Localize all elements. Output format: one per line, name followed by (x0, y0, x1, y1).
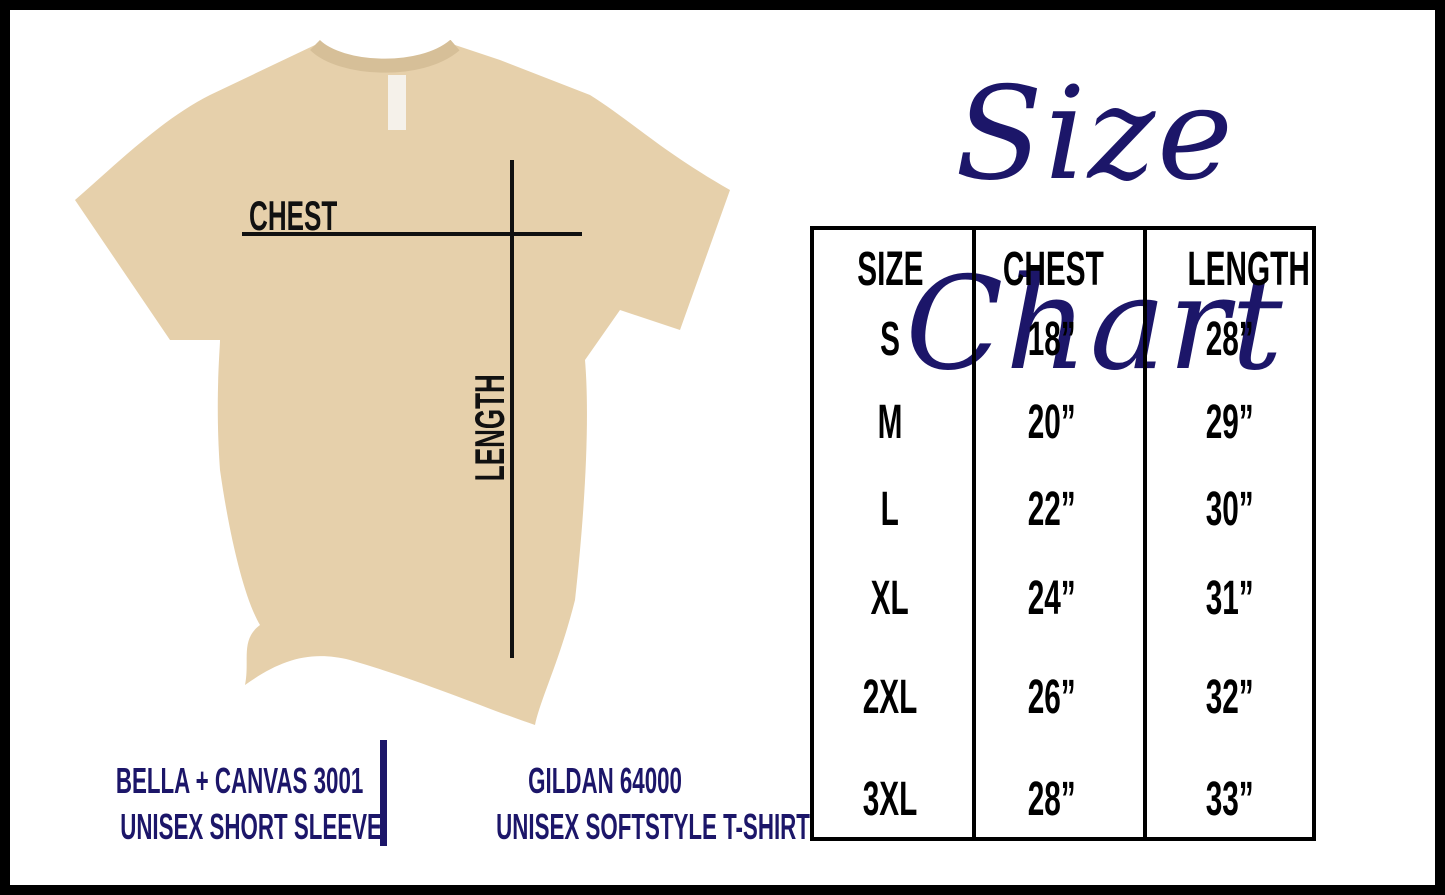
table-cell: XL (810, 571, 970, 626)
length-label: LENGTH (466, 374, 513, 482)
table-cell-text: XL (870, 572, 910, 625)
table-cell-text: 18” (1028, 313, 1076, 366)
table-cell: 30” (1150, 482, 1310, 537)
chest-label: CHEST (249, 192, 338, 239)
table-header-text: LENGTH (1187, 243, 1310, 296)
table-cell: 33” (1150, 772, 1310, 827)
table-cell-text: 3XL (862, 773, 918, 826)
table-cell-text: 31” (1206, 572, 1254, 625)
table-header-text: SIZE (856, 243, 924, 296)
table-cell-text: 28” (1206, 313, 1254, 366)
table-cell: 24” (972, 571, 1132, 626)
table-cell-text: 33” (1206, 773, 1254, 826)
table-cell: 32” (1150, 670, 1310, 725)
brand-line: UNISEX SOFTSTYLE T-SHIRT (496, 806, 810, 847)
column-divider (1143, 230, 1147, 837)
table-cell-text: S (880, 313, 900, 366)
table-cell-text: 32” (1206, 671, 1254, 724)
column-divider (972, 230, 976, 837)
table-cell: 18” (972, 312, 1132, 367)
table-header: LENGTH (1150, 242, 1310, 297)
tshirt-illustration (75, 40, 730, 725)
brand-line: UNISEX SHORT SLEEVE (120, 806, 382, 847)
brand-divider (380, 740, 387, 846)
table-cell-text: 22” (1028, 483, 1076, 536)
table-header: CHEST (972, 242, 1132, 297)
table-cell-text: 24” (1028, 572, 1076, 625)
table-cell-text: L (880, 483, 900, 536)
table-cell: 3XL (810, 772, 970, 827)
table-cell: S (810, 312, 970, 367)
table-cell: 2XL (810, 670, 970, 725)
brand-line: GILDAN 64000 (528, 760, 682, 801)
table-cell: 31” (1150, 571, 1310, 626)
table-cell: 26” (972, 670, 1132, 725)
table-cell-text: 26” (1028, 671, 1076, 724)
size-chart-title: Size Chart (905, 60, 1285, 399)
table-cell: 29” (1150, 395, 1310, 450)
table-cell-text: 29” (1206, 396, 1254, 449)
brand-line: BELLA + CANVAS 3001 (115, 760, 364, 801)
table-cell: 20” (972, 395, 1132, 450)
table-cell-text: 30” (1206, 483, 1254, 536)
table-cell-text: 28” (1028, 773, 1076, 826)
table-cell: M (810, 395, 970, 450)
table-cell-text: 2XL (862, 671, 918, 724)
table-cell-text: 20” (1028, 396, 1076, 449)
table-cell: 28” (972, 772, 1132, 827)
table-header: SIZE (810, 242, 970, 297)
table-cell: L (810, 482, 970, 537)
table-cell: 28” (1150, 312, 1310, 367)
brand-gildan: GILDAN 64000 UNISEX SOFTSTYLE T-SHIRT (400, 758, 810, 850)
brand-bella-canvas: BELLA + CANVAS 3001 UNISEX SHORT SLEEVE (40, 758, 382, 850)
table-cell: 22” (972, 482, 1132, 537)
table-cell-text: M (877, 396, 903, 449)
size-table (810, 226, 1316, 841)
table-header-text: CHEST (1002, 243, 1104, 296)
